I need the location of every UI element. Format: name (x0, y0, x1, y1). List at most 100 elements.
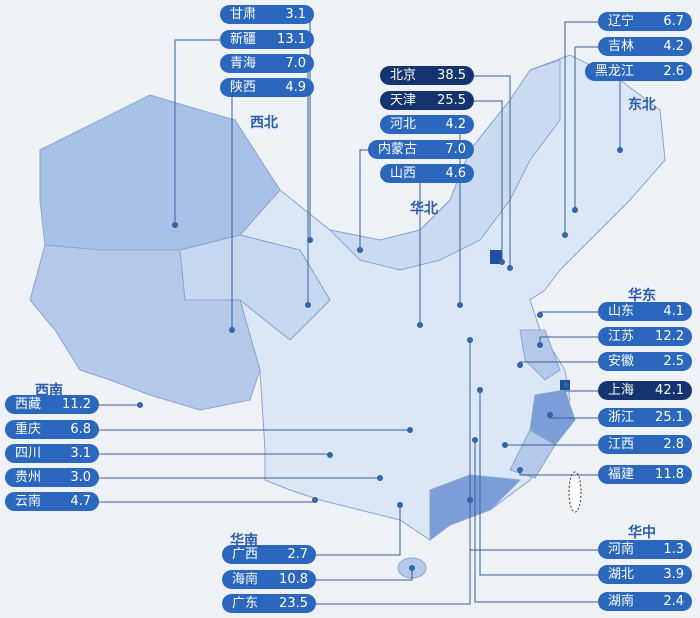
province-shape-fujian (509, 429, 556, 479)
province-shape-qinghai (179, 234, 331, 341)
province-value: 38.5 (437, 68, 466, 83)
province-name: 重庆 (15, 422, 42, 437)
province-label: 云南 4.7 (5, 492, 99, 511)
province-name: 江苏 (608, 329, 635, 344)
province-marker (305, 302, 311, 308)
province-marker (572, 207, 578, 213)
province-marker (563, 382, 569, 388)
province-label: 内蒙古 7.0 (368, 140, 474, 159)
province-marker (472, 437, 478, 443)
province-label: 贵州 3.0 (5, 468, 99, 487)
province-name: 安徽 (608, 354, 635, 369)
province-value: 7.0 (445, 142, 466, 157)
province-name: 山东 (608, 304, 635, 319)
province-label: 海南 10.8 (222, 570, 316, 589)
province-value: 11.2 (62, 397, 91, 412)
region-label: 华东 (628, 288, 656, 304)
leader-line (316, 568, 413, 581)
province-label: 陕西 4.9 (220, 78, 314, 97)
province-label: 安徽 2.5 (598, 352, 692, 371)
province-name: 新疆 (230, 32, 257, 47)
leader-line (309, 14, 314, 240)
leader-line (474, 100, 503, 262)
province-marker (417, 322, 423, 328)
leader-line (99, 500, 316, 503)
leader-line (565, 385, 598, 392)
province-label: 江西 2.8 (598, 435, 692, 454)
province-value: 2.6 (663, 64, 684, 79)
province-value: 23.5 (279, 596, 308, 611)
province-name: 北京 (390, 68, 417, 83)
province-name: 福建 (608, 467, 635, 482)
province-value: 4.6 (445, 166, 466, 181)
province-name: 内蒙古 (378, 142, 418, 157)
province-marker (537, 342, 543, 348)
province-value: 13.1 (277, 32, 306, 47)
province-value: 2.4 (663, 594, 684, 609)
province-label: 山东 4.1 (598, 302, 692, 321)
province-value: 3.1 (285, 7, 306, 22)
province-name: 云南 (15, 494, 42, 509)
province-value: 7.0 (285, 56, 306, 71)
province-marker (172, 222, 178, 228)
province-shape-beijing (490, 250, 502, 264)
province-name: 辽宁 (608, 14, 635, 29)
province-marker (467, 337, 473, 343)
province-name: 广西 (232, 547, 259, 562)
province-label: 吉林 4.2 (598, 37, 692, 56)
province-marker (537, 312, 543, 318)
province-label: 湖南 2.4 (598, 592, 692, 611)
province-name: 贵州 (15, 470, 42, 485)
province-marker (377, 475, 383, 481)
province-value: 3.9 (663, 567, 684, 582)
province-shape-jiangsu (519, 329, 561, 381)
province-value: 4.7 (70, 494, 91, 509)
province-label: 重庆 6.8 (5, 420, 99, 439)
province-marker (407, 427, 413, 433)
province-name: 西藏 (15, 397, 42, 412)
leader-line (539, 311, 598, 315)
province-name: 天津 (390, 93, 417, 108)
province-label: 湖北 3.9 (598, 565, 692, 584)
province-name: 河北 (390, 117, 417, 132)
province-label: 辽宁 6.7 (598, 12, 692, 31)
province-label: 甘肃 3.1 (220, 5, 314, 24)
region-label: 华中 (628, 525, 656, 541)
province-value: 4.2 (445, 117, 466, 132)
province-name: 黑龙江 (595, 64, 635, 79)
leader-line (574, 46, 598, 210)
province-label: 西藏 11.2 (5, 395, 99, 414)
province-label: 河南 1.3 (598, 540, 692, 559)
leader-line (316, 505, 401, 556)
region-label: 华北 (410, 201, 438, 217)
province-name: 河南 (608, 542, 635, 557)
province-value: 4.9 (285, 80, 306, 95)
province-value: 6.8 (70, 422, 91, 437)
region-label: 东北 (628, 97, 656, 113)
province-label: 青海 7.0 (220, 54, 314, 73)
province-name: 海南 (232, 572, 259, 587)
province-marker (457, 302, 463, 308)
province-value: 2.5 (663, 354, 684, 369)
province-marker (499, 259, 505, 265)
province-label: 广东 23.5 (222, 594, 316, 613)
province-value: 2.8 (663, 437, 684, 452)
province-name: 青海 (230, 56, 257, 71)
province-value: 42.1 (655, 383, 684, 398)
province-marker (467, 497, 473, 503)
province-name: 陕西 (230, 80, 257, 95)
province-value: 11.8 (655, 467, 684, 482)
province-label: 四川 3.1 (5, 444, 99, 463)
province-marker (312, 497, 318, 503)
province-label: 山西 4.6 (380, 164, 474, 183)
province-value: 12.2 (655, 329, 684, 344)
province-marker (562, 232, 568, 238)
province-marker (229, 327, 235, 333)
province-label: 浙江 25.1 (598, 408, 692, 427)
province-label: 江苏 12.2 (598, 327, 692, 346)
province-marker (502, 442, 508, 448)
province-name: 湖南 (608, 594, 635, 609)
leader-line (474, 440, 598, 603)
province-label: 河北 4.2 (380, 115, 474, 134)
